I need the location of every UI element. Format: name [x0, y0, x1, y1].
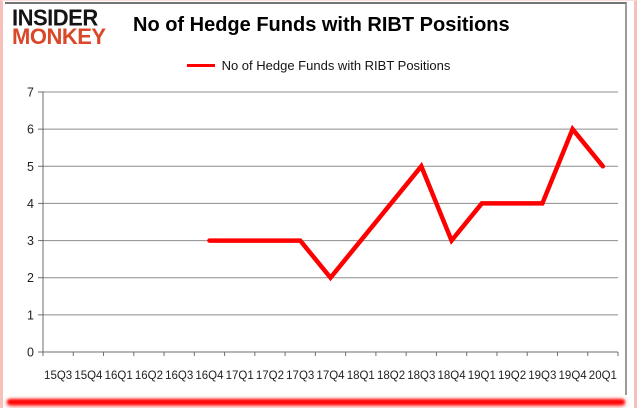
logo-line-insider: INSIDER	[12, 4, 98, 31]
svg-text:18Q3: 18Q3	[407, 370, 435, 382]
svg-text:17Q2: 17Q2	[256, 370, 284, 382]
svg-text:3: 3	[27, 234, 34, 248]
svg-text:17Q4: 17Q4	[316, 370, 345, 382]
logo-line-monkey: MONKEY	[12, 24, 106, 49]
legend-label: No of Hedge Funds with RIBT Positions	[221, 58, 451, 73]
chart-title: No of Hedge Funds with RIBT Positions	[133, 14, 510, 36]
insider-monkey-logo: INSIDER MONKEY	[12, 4, 106, 49]
svg-text:19Q1: 19Q1	[468, 370, 496, 382]
svg-text:20Q1: 20Q1	[589, 370, 617, 382]
svg-text:19Q2: 19Q2	[498, 370, 526, 382]
svg-text:1: 1	[27, 308, 34, 322]
svg-text:16Q3: 16Q3	[165, 370, 193, 382]
svg-text:16Q1: 16Q1	[105, 370, 133, 382]
svg-text:7: 7	[27, 86, 34, 100]
svg-text:4: 4	[27, 197, 34, 211]
line-chart-plot: 0 1 2 3 4 5 6 7 15Q3 15Q4 16Q1 16Q2 16Q3 16Q4 17Q1 17Q2…	[27, 86, 619, 382]
svg-text:18Q2: 18Q2	[377, 370, 405, 382]
svg-text:16Q4: 16Q4	[195, 370, 224, 382]
svg-text:2: 2	[27, 271, 34, 285]
legend-line-swatch	[186, 64, 215, 67]
svg-text:15Q3: 15Q3	[44, 370, 72, 382]
svg-text:18Q1: 18Q1	[347, 370, 375, 382]
svg-text:17Q1: 17Q1	[226, 370, 254, 382]
svg-text:6: 6	[27, 123, 34, 137]
red-bottom-glow	[7, 399, 625, 405]
svg-text:0: 0	[27, 346, 34, 360]
legend: No of Hedge Funds with RIBT Positions	[3, 58, 634, 73]
svg-text:15Q4: 15Q4	[74, 370, 103, 382]
svg-text:16Q2: 16Q2	[135, 370, 163, 382]
svg-text:17Q3: 17Q3	[286, 370, 314, 382]
svg-text:19Q3: 19Q3	[528, 370, 556, 382]
svg-text:5: 5	[27, 160, 34, 174]
svg-text:18Q4: 18Q4	[437, 370, 466, 382]
svg-text:19Q4: 19Q4	[559, 370, 588, 382]
